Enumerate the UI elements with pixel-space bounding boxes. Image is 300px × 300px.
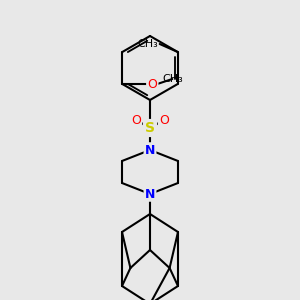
- Text: O: O: [131, 113, 141, 127]
- Text: O: O: [159, 113, 169, 127]
- Text: N: N: [145, 143, 155, 157]
- Text: N: N: [145, 188, 155, 200]
- Text: O: O: [147, 77, 157, 91]
- Text: CH₃: CH₃: [137, 39, 158, 49]
- Text: CH₃: CH₃: [162, 74, 183, 84]
- Text: S: S: [145, 121, 155, 135]
